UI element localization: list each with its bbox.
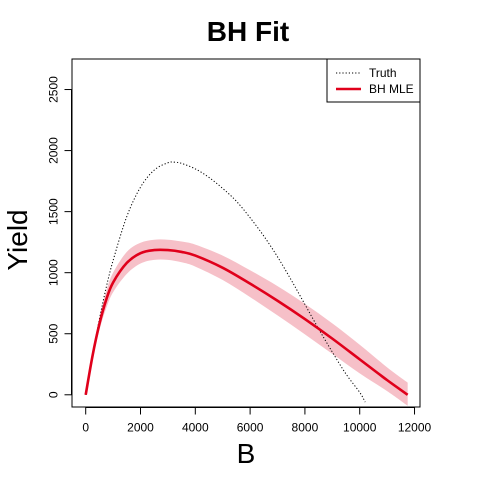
- x-tick-label: 12000: [398, 421, 432, 435]
- legend-label: Truth: [369, 66, 397, 80]
- x-tick-label: 10000: [343, 421, 377, 435]
- x-tick-label: 2000: [127, 421, 154, 435]
- axes: 0 2000 4000 6000 8000 10000 12000 0 500 1000 1500 2…: [47, 76, 432, 435]
- confidence-band: [85, 239, 408, 406]
- series-line-bh-mle: [84, 248, 409, 396]
- legend: Truth BH MLE: [326, 58, 421, 103]
- y-tick-label: 1500: [47, 198, 61, 225]
- y-tick-label: 0: [47, 391, 61, 398]
- x-tick-label: 4000: [182, 421, 209, 435]
- x-tick-label: 8000: [292, 421, 319, 435]
- y-tick-label: 500: [47, 323, 61, 343]
- legend-box: [326, 58, 421, 103]
- x-tick-label: 6000: [237, 421, 264, 435]
- legend-label: BH MLE: [369, 82, 414, 96]
- y-tick-label: 2500: [47, 76, 61, 103]
- y-tick-label: 2000: [47, 137, 61, 164]
- chart-title: BH Fit: [207, 16, 289, 47]
- x-tick-label: 0: [82, 421, 89, 435]
- plot-area: [84, 161, 409, 406]
- x-axis-label: B: [237, 438, 256, 469]
- y-tick-label: 1000: [47, 259, 61, 286]
- y-axis-label: Yield: [2, 209, 33, 270]
